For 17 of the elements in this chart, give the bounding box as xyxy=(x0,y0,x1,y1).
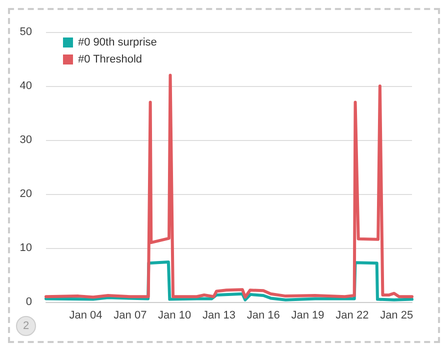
y-tick-label: 0 xyxy=(26,296,32,308)
page-badge: 2 xyxy=(16,316,36,336)
x-tick-label: Jan 13 xyxy=(202,310,236,322)
legend-label: #0 Threshold xyxy=(78,54,142,66)
x-tick-label: Jan 25 xyxy=(380,310,414,322)
y-tick-label: 50 xyxy=(20,26,32,38)
legend-label: #0 90th surprise xyxy=(78,36,157,48)
y-tick-label: 40 xyxy=(20,80,32,92)
y-tick-label: 10 xyxy=(20,242,32,254)
x-tick-label: Jan 07 xyxy=(114,310,147,322)
x-tick-label: Jan 04 xyxy=(69,310,102,322)
x-tick-label: Jan 10 xyxy=(158,310,192,322)
y-tick-label: 20 xyxy=(20,188,32,200)
x-tick-label: Jan 16 xyxy=(246,310,280,322)
y-tick-label: 30 xyxy=(20,134,32,146)
x-tick-label: Jan 19 xyxy=(291,310,324,322)
x-tick-label: Jan 22 xyxy=(336,310,369,322)
